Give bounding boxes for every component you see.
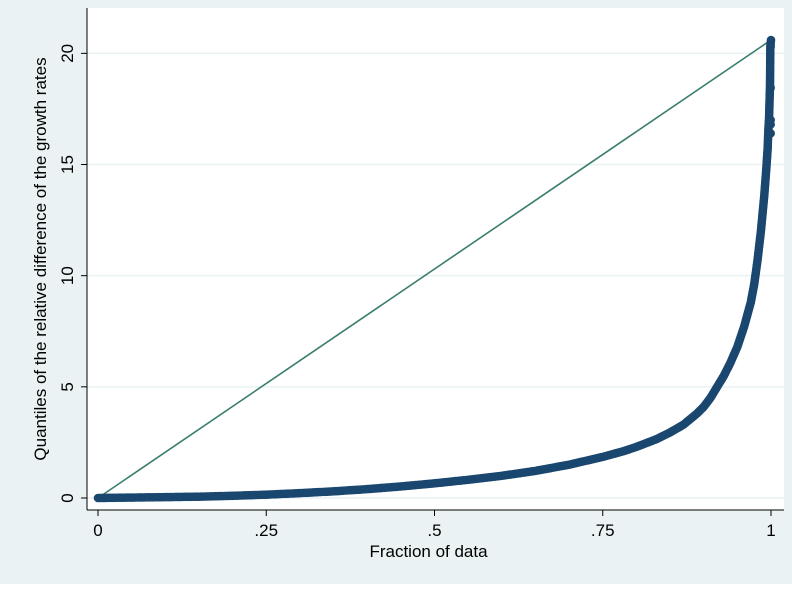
y-axis-label: Quantiles of the relative difference of … [31,57,50,460]
data-point [766,83,775,93]
x-axis-label: Fraction of data [369,542,488,561]
y-tick-label: 10 [58,266,77,285]
x-tick-label: 1 [766,521,775,540]
x-tick-label: 0 [93,521,102,540]
data-point [766,35,776,45]
reference-line [97,39,772,499]
data-points [93,35,776,503]
y-tick-label: 0 [58,493,77,502]
x-tick-label: .75 [591,521,615,540]
x-tick-label: .5 [427,521,441,540]
x-tick-label: .25 [254,521,278,540]
data-point [766,42,775,51]
axes: 0 5 10 15 20 0 .25 .5 .75 1 [58,8,784,540]
y-tick-label: 15 [58,155,77,174]
data-point [766,120,775,129]
data-point [766,129,775,138]
y-tick-label: 5 [58,382,77,391]
reference-line-layer [97,39,772,499]
y-tick-label: 20 [58,44,77,63]
